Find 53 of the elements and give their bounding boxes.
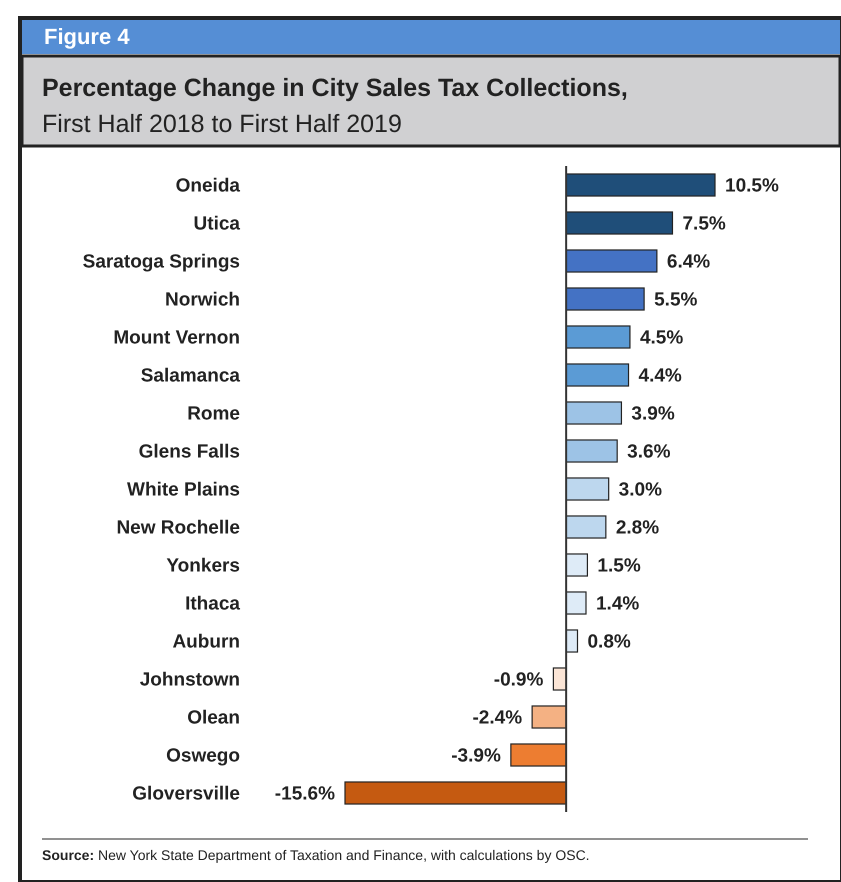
data-label: 6.4% <box>666 252 710 273</box>
bar <box>566 477 610 501</box>
bar <box>566 553 588 577</box>
chart-title: Percentage Change in City Sales Tax Collections, <box>42 74 628 102</box>
data-label: -15.6% <box>274 784 336 805</box>
y-tick-label: Saratoga Springs <box>82 252 240 273</box>
bar <box>566 249 658 273</box>
data-label: 2.8% <box>616 518 660 539</box>
bar <box>566 173 716 197</box>
y-tick-label: Salamanca <box>140 366 240 387</box>
bar <box>566 515 606 539</box>
bar <box>510 743 567 767</box>
data-label: 4.5% <box>640 328 684 349</box>
y-tick-label: Glens Falls <box>138 442 240 463</box>
y-tick-label: Rome <box>187 404 240 425</box>
y-tick-label: Mount Vernon <box>113 328 240 349</box>
data-label: -2.4% <box>472 708 522 729</box>
data-label: 3.9% <box>631 404 675 425</box>
bar <box>566 439 618 463</box>
data-label: 0.8% <box>587 632 631 653</box>
y-tick-label: Oneida <box>176 176 240 197</box>
y-tick-label: Yonkers <box>166 556 240 577</box>
y-tick-label: Ithaca <box>185 594 240 615</box>
data-label: 5.5% <box>654 290 698 311</box>
data-label: 3.0% <box>618 480 662 501</box>
caption: Figure 4 <box>44 24 130 49</box>
y-tick-label: White Plains <box>127 480 240 501</box>
data-label: 10.5% <box>725 176 779 197</box>
bar <box>566 363 630 387</box>
bar <box>566 325 631 349</box>
y-tick-label: Gloversville <box>132 784 240 805</box>
bar <box>566 401 622 425</box>
chart-subtitle: First Half 2018 to First Half 2019 <box>42 110 402 138</box>
data-label: 1.5% <box>597 556 641 577</box>
bar <box>566 591 587 615</box>
bar <box>566 287 645 311</box>
y-tick-label: Johnstown <box>140 670 240 691</box>
source-note: Source: New York State Department of Taxation and Finance, with calculations by OSC. <box>42 847 590 863</box>
data-label: 1.4% <box>596 594 640 615</box>
y-tick-label: Norwich <box>165 290 240 311</box>
bar <box>566 211 674 235</box>
y-tick-label: New Rochelle <box>116 518 240 539</box>
data-label: 7.5% <box>682 214 726 235</box>
bar <box>532 705 567 729</box>
data-label: 4.4% <box>638 366 682 387</box>
data-label: -3.9% <box>451 746 501 767</box>
y-tick-label: Utica <box>194 214 240 235</box>
data-label: -0.9% <box>494 670 544 691</box>
y-tick-label: Olean <box>187 708 240 729</box>
y-tick-label: Oswego <box>166 746 240 767</box>
bar <box>344 781 567 805</box>
y-tick-label: Auburn <box>172 632 240 653</box>
data-label: 3.6% <box>627 442 671 463</box>
